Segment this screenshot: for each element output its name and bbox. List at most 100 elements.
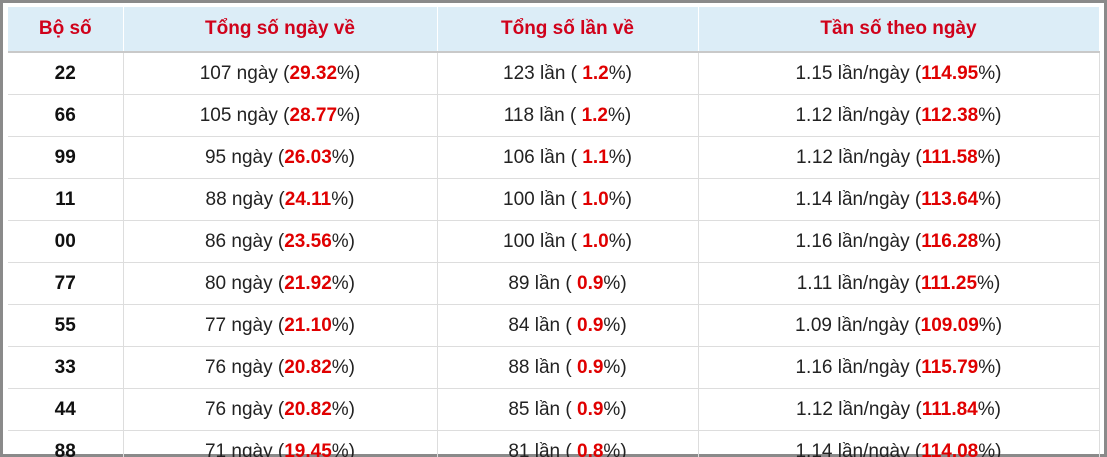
- cell-text: %): [331, 398, 355, 420]
- stat-cell: 107 ngày (29.32%): [123, 52, 438, 95]
- percent-value: 1.0: [582, 230, 609, 252]
- table-row: 55 77 ngày (21.10%) 84 lần ( 0.9%) 1.09 lần…: [8, 304, 1100, 347]
- cell-text: %): [337, 62, 361, 84]
- cell-text: 76 ngày (: [204, 356, 285, 378]
- cell-text: %): [331, 314, 355, 336]
- cell-text: %): [331, 356, 355, 378]
- cell-text: 84 lần (: [508, 314, 577, 336]
- stat-cell: 76 ngày (20.82%): [123, 346, 438, 389]
- cell-text: %): [608, 62, 632, 84]
- cell-text: 95 ngày (: [204, 146, 285, 168]
- stat-cell: 80 ngày (21.92%): [123, 262, 438, 305]
- cell-text: 76 ngày (: [204, 398, 285, 420]
- percent-value: 28.77: [289, 104, 338, 126]
- table-row: 33 76 ngày (20.82%) 88 lần ( 0.9%) 1.16 lần…: [8, 346, 1100, 389]
- pair-cell: 22: [8, 52, 124, 95]
- cell-text: 00: [54, 230, 76, 252]
- cell-text: 80 ngày (: [204, 272, 285, 294]
- percent-value: 21.10: [284, 314, 332, 336]
- stat-cell: 123 lần ( 1.2%): [437, 52, 699, 95]
- header-row: Bộ số Tổng số ngày về Tổng số lần về Tần số…: [8, 7, 1100, 53]
- stat-cell: 1.11 lần/ngày (111.25%): [698, 262, 1100, 305]
- stat-cell: 86 ngày (23.56%): [123, 220, 438, 263]
- header-cell: Tần số theo ngày: [698, 7, 1100, 53]
- stat-cell: 100 lần ( 1.0%): [437, 220, 699, 263]
- cell-text: %): [337, 104, 361, 126]
- cell-text: 77 ngày (: [204, 314, 285, 336]
- stat-cell: 105 ngày (28.77%): [123, 94, 438, 137]
- cell-text: %): [978, 314, 1003, 336]
- stat-cell: 95 ngày (26.03%): [123, 136, 438, 179]
- header-cell: Bộ số: [8, 7, 124, 53]
- percent-value: 113.64: [921, 188, 979, 210]
- cell-text: 1.14 lần/ngày (: [795, 188, 922, 210]
- stat-cell: 1.15 lần/ngày (114.95%): [698, 52, 1100, 95]
- stat-cell: 1.14 lần/ngày (113.64%): [698, 178, 1100, 221]
- cell-text: %): [331, 188, 355, 210]
- cell-text: %): [603, 440, 627, 457]
- cell-text: 106 lần (: [503, 146, 583, 168]
- table-row: 22 107 ngày (29.32%) 123 lần ( 1.2%) 1.15 l…: [8, 52, 1100, 95]
- stat-cell: 1.12 lần/ngày (111.84%): [698, 388, 1100, 431]
- cell-text: 118 lần (: [503, 104, 582, 126]
- cell-text: 88: [54, 440, 76, 457]
- cell-text: %): [608, 146, 632, 168]
- cell-text: %): [977, 146, 1001, 168]
- percent-value: 116.28: [921, 230, 979, 252]
- cell-text: 85 lần (: [508, 398, 577, 420]
- percent-value: 0.9: [577, 356, 604, 378]
- table-row: 99 95 ngày (26.03%) 106 lần ( 1.1%) 1.12 lầ…: [8, 136, 1100, 179]
- percent-value: 111.58: [921, 146, 978, 168]
- header-cell: Tổng số lần về: [437, 7, 699, 53]
- cell-text: %): [978, 188, 1002, 210]
- cell-text: 11: [55, 188, 76, 210]
- percent-value: 114.95: [921, 62, 979, 84]
- cell-text: 1.12 lần/ngày (: [796, 398, 922, 420]
- table-row: 77 80 ngày (21.92%) 89 lần ( 0.9%) 1.11 lần…: [8, 262, 1100, 305]
- cell-text: 123 lần (: [503, 62, 583, 84]
- cell-text: 1.15 lần/ngày (: [795, 62, 922, 84]
- percent-value: 0.8: [577, 440, 604, 457]
- pair-cell: 88: [8, 430, 124, 457]
- cell-text: %): [331, 230, 355, 252]
- stat-cell: 81 lần ( 0.8%): [437, 430, 699, 457]
- table-row: 66 105 ngày (28.77%) 118 lần ( 1.2%) 1.12 l…: [8, 94, 1100, 137]
- cell-text: 89 lần (: [508, 272, 577, 294]
- percent-value: 1.1: [582, 146, 609, 168]
- percent-value: 112.38: [921, 104, 979, 126]
- percent-value: 24.11: [284, 188, 332, 210]
- cell-text: 22: [54, 62, 76, 84]
- table-body: 22 107 ngày (29.32%) 123 lần ( 1.2%) 1.15 l…: [8, 52, 1100, 457]
- cell-text: %): [978, 356, 1002, 378]
- cell-text: %): [608, 104, 632, 126]
- stat-cell: 1.12 lần/ngày (112.38%): [698, 94, 1100, 137]
- percent-value: 0.9: [577, 314, 604, 336]
- cell-text: 1.12 lần/ngày (: [795, 104, 922, 126]
- cell-text: %): [331, 272, 355, 294]
- stat-cell: 89 lần ( 0.9%): [437, 262, 699, 305]
- pair-cell: 55: [8, 304, 124, 347]
- stat-cell: 1.16 lần/ngày (115.79%): [698, 346, 1100, 389]
- cell-text: %): [603, 356, 627, 378]
- cell-text: %): [977, 398, 1001, 420]
- stats-table: Bộ số Tổng số ngày về Tổng số lần về Tần số…: [8, 7, 1100, 457]
- percent-value: 0.9: [577, 272, 604, 294]
- cell-text: 99: [54, 146, 76, 168]
- table-row: 00 86 ngày (23.56%) 100 lần ( 1.0%) 1.16 lầ…: [8, 220, 1100, 263]
- pair-cell: 33: [8, 346, 124, 389]
- percent-value: 111.25: [921, 272, 978, 294]
- table-row: 88 71 ngày (19.45%) 81 lần ( 0.8%) 1.14 lần…: [8, 430, 1100, 457]
- pair-cell: 77: [8, 262, 124, 305]
- cell-text: 1.12 lần/ngày (: [796, 146, 922, 168]
- stat-cell: 1.14 lần/ngày (114.08%): [698, 430, 1100, 457]
- cell-text: 55: [54, 314, 76, 336]
- percent-value: 115.79: [921, 356, 979, 378]
- percent-value: 21.92: [284, 272, 332, 294]
- cell-text: 1.14 lần/ngày (: [795, 440, 922, 457]
- cell-text: %): [608, 188, 632, 210]
- cell-text: %): [978, 104, 1002, 126]
- cell-text: %): [978, 440, 1002, 457]
- cell-text: 66: [54, 104, 76, 126]
- stat-cell: 1.12 lần/ngày (111.58%): [698, 136, 1100, 179]
